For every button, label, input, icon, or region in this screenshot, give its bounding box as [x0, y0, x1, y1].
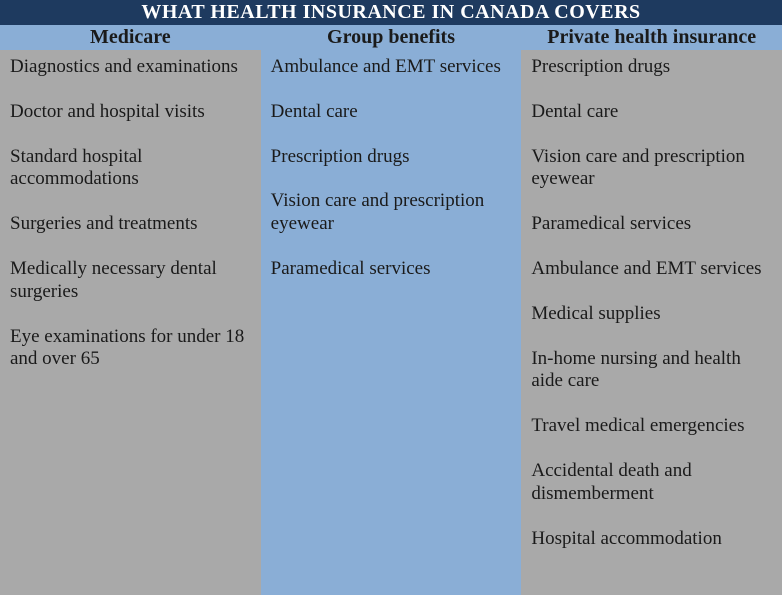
list-item: Vision care and prescription eyewear	[271, 190, 512, 236]
list-item: Medically necessary dental surgeries	[10, 258, 251, 304]
column-group-benefits: Ambulance and EMT services Dental care P…	[261, 50, 522, 595]
column-header-medicare: Medicare	[0, 25, 261, 50]
list-item: Prescription drugs	[271, 146, 512, 169]
list-item: Accidental death and dismemberment	[531, 460, 772, 506]
list-item: Paramedical services	[271, 258, 512, 281]
list-item: Dental care	[531, 101, 772, 124]
column-header-group-benefits: Group benefits	[261, 25, 522, 50]
list-item: Hospital accommodation	[531, 528, 772, 551]
header-row: Medicare Group benefits Private health i…	[0, 25, 782, 50]
list-item: Travel medical emergencies	[531, 415, 772, 438]
list-item: Paramedical services	[531, 213, 772, 236]
list-item: Ambulance and EMT services	[271, 56, 512, 79]
column-medicare: Diagnostics and examinations Doctor and …	[0, 50, 261, 595]
list-item: Diagnostics and examinations	[10, 56, 251, 79]
list-item: Surgeries and treatments	[10, 213, 251, 236]
list-item: Vision care and prescription eyewear	[531, 146, 772, 192]
list-item: Prescription drugs	[531, 56, 772, 79]
list-item: Ambulance and EMT services	[531, 258, 772, 281]
list-item: Standard hospital accommodations	[10, 146, 251, 192]
list-item: In-home nursing and health aide care	[531, 348, 772, 394]
page-title: WHAT HEALTH INSURANCE IN CANADA COVERS	[0, 0, 782, 25]
table-body: Diagnostics and examinations Doctor and …	[0, 50, 782, 595]
list-item: Dental care	[271, 101, 512, 124]
column-private: Prescription drugs Dental care Vision ca…	[521, 50, 782, 595]
list-item: Doctor and hospital visits	[10, 101, 251, 124]
list-item: Medical supplies	[531, 303, 772, 326]
column-header-private: Private health insurance	[521, 25, 782, 50]
list-item: Eye examinations for under 18 and over 6…	[10, 326, 251, 372]
